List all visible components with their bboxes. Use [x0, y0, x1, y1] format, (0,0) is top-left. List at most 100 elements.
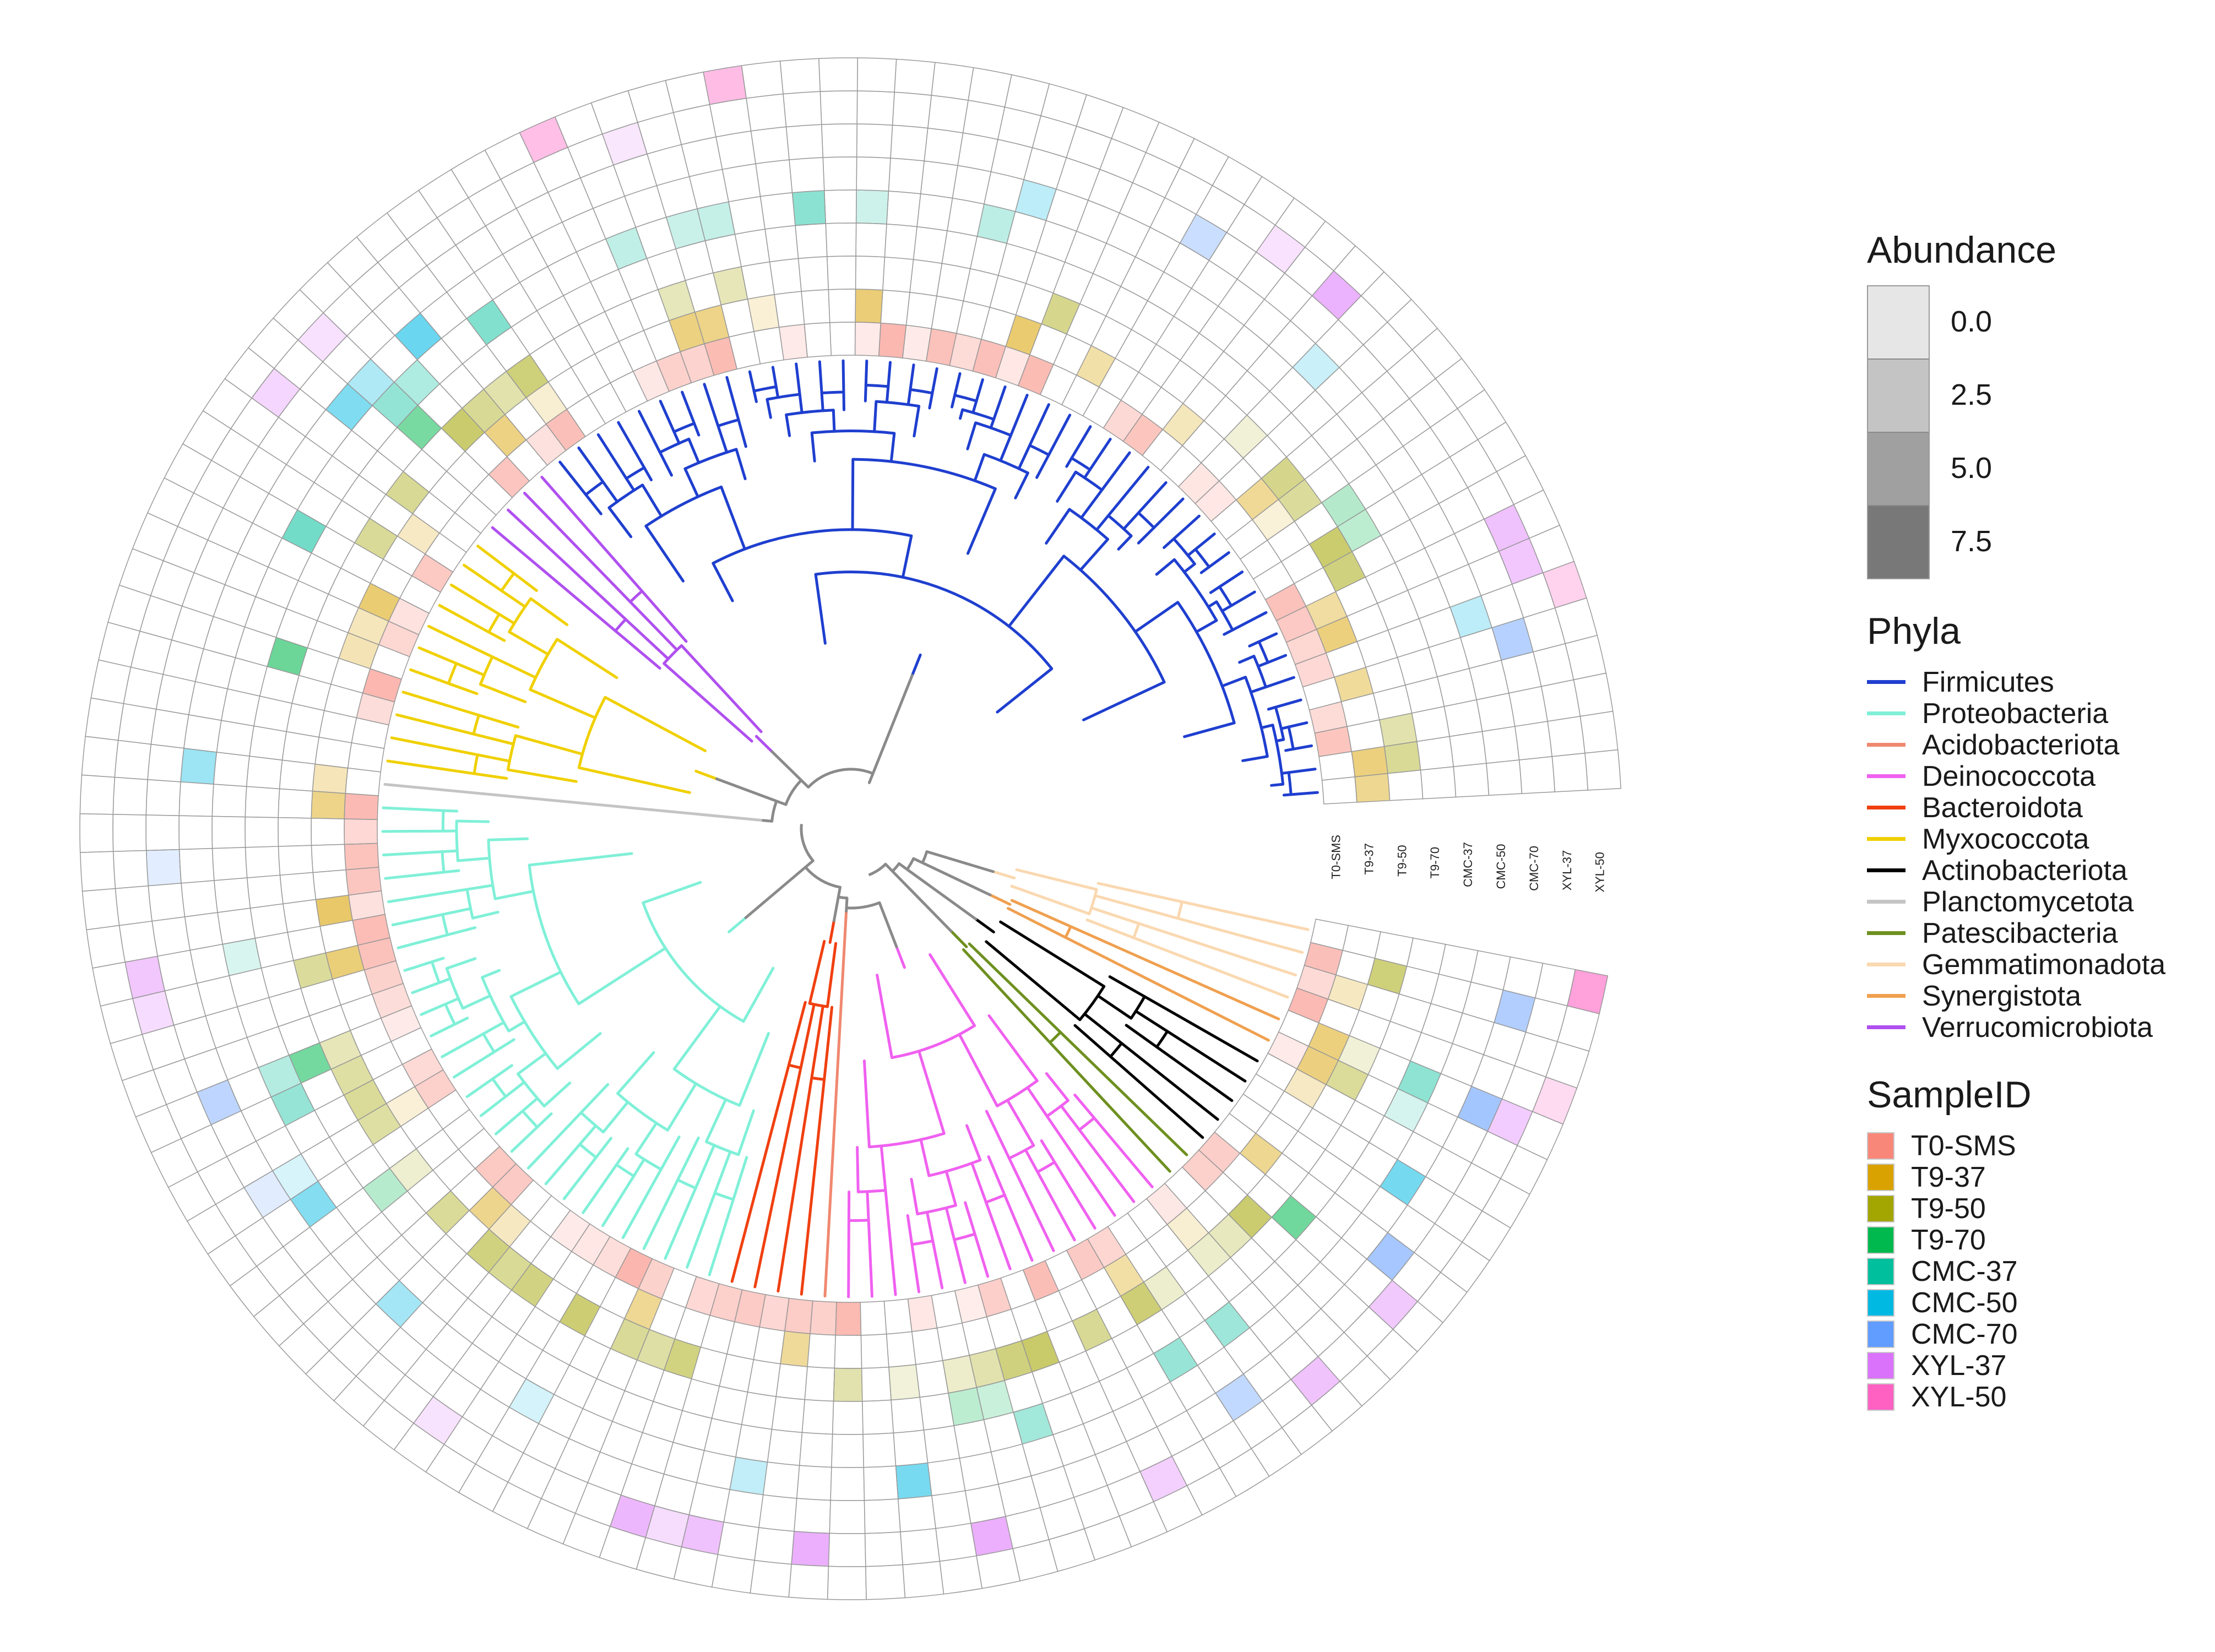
tree-branch	[453, 1017, 469, 1026]
heatmap-cell	[886, 191, 921, 227]
tree-branch	[1287, 768, 1317, 774]
tree-branch	[712, 562, 734, 602]
heatmap-cell	[796, 1465, 832, 1501]
tree-branch	[497, 612, 516, 625]
ring-label: CMC-70	[1527, 846, 1541, 891]
abundance-legend-title: Abundance	[1867, 229, 2057, 271]
heatmap-cell	[709, 97, 752, 138]
tree-branch	[506, 768, 578, 783]
tree-branch	[446, 926, 477, 937]
tree-branch	[500, 572, 515, 592]
tree-branch	[866, 383, 889, 388]
tree-branch	[441, 914, 449, 936]
tree-branch	[962, 408, 995, 421]
tree-branch	[1207, 600, 1218, 608]
tree-branch	[444, 997, 460, 1006]
tree-branch	[867, 1219, 873, 1298]
tree-branch	[1096, 882, 1183, 904]
tree-branch	[617, 421, 646, 469]
tree-branch	[465, 889, 474, 919]
tree-branch	[718, 418, 739, 427]
tree-branch	[456, 856, 491, 862]
heatmap-cell	[750, 126, 790, 165]
tree-branch	[810, 1004, 824, 1079]
tree-branch	[732, 1156, 748, 1201]
heatmap-cell	[345, 767, 382, 796]
tree-branch	[684, 448, 737, 470]
tree-branch	[1176, 901, 1183, 919]
tree-branch	[381, 829, 444, 833]
legend: Abundance 0.0 2.5 5.0 7.5 Phyla Firmicut…	[1867, 229, 2208, 1413]
tree-branch	[1220, 676, 1247, 688]
heatmap-cell	[150, 709, 189, 749]
tree-branch	[975, 421, 1012, 437]
tree-branch	[1218, 570, 1244, 589]
tree-branch	[491, 526, 617, 633]
tree-branch	[953, 1238, 967, 1284]
tree-branch	[752, 389, 758, 403]
heatmap-cell	[821, 123, 857, 158]
heatmap-cell	[783, 91, 822, 128]
tree-branch	[614, 618, 627, 632]
heatmap-cell	[795, 223, 828, 259]
heatmap-cell	[785, 124, 824, 160]
tree-branch	[1264, 676, 1295, 689]
tree-branch	[1291, 744, 1313, 751]
heatmap-cell	[758, 1494, 797, 1532]
abundance-scale-labels: 0.0 2.5 5.0 7.5	[1951, 285, 1992, 579]
tree-branch	[1056, 470, 1077, 503]
heatmap-cell	[715, 131, 756, 170]
tree-branch	[508, 597, 532, 633]
heatmap-cell	[886, 1331, 916, 1368]
tree-branch	[985, 1110, 1011, 1160]
heatmap-cell	[767, 1428, 803, 1466]
heatmap-cell	[799, 1432, 833, 1468]
tree-branch	[1073, 1094, 1096, 1120]
tree-branch	[1035, 453, 1050, 479]
tree-branch	[885, 385, 890, 404]
phylum-line-swatch	[1867, 931, 1905, 935]
tree-branch	[856, 1146, 860, 1193]
tree-branch	[1133, 601, 1180, 633]
phylum-legend-item: Actinobacteriota	[1867, 855, 2208, 887]
tree-branch	[643, 466, 653, 481]
heatmap-cell	[703, 65, 747, 105]
tree-branch	[562, 1156, 598, 1200]
heatmap-cell	[834, 1334, 862, 1369]
tree-branch	[1036, 1161, 1056, 1173]
tree-branch	[1137, 481, 1168, 514]
tree-branch	[784, 779, 802, 805]
tree-branch	[931, 1239, 944, 1290]
tree-branch	[818, 360, 823, 395]
heatmap-cell	[828, 289, 856, 323]
tree-branch	[487, 840, 497, 899]
heatmap-cell	[856, 123, 893, 159]
tree-branch	[1078, 1128, 1136, 1203]
tree-branch	[867, 673, 914, 784]
heatmap-cell	[854, 322, 882, 357]
tree-branch	[517, 1073, 546, 1107]
heatmap-cell	[888, 1364, 921, 1401]
phylum-legend-item: Myxococcota	[1867, 823, 2208, 855]
tree-branch	[693, 422, 701, 437]
phylum-legend-item: Firmicutes	[1867, 666, 2208, 698]
tree-branch	[1289, 791, 1319, 796]
tree-branch	[795, 362, 801, 396]
tree-branch	[966, 487, 997, 555]
heatmap-cell	[118, 920, 158, 963]
abundance-swatch	[1868, 433, 1929, 506]
phylum-label: Proteobacteria	[1922, 697, 2109, 730]
tree-branch	[767, 393, 800, 401]
heatmap-cell	[281, 731, 320, 765]
heatmap-cell	[957, 132, 998, 172]
heatmap-cell	[181, 880, 218, 917]
heatmap-cell	[312, 869, 349, 900]
tree-branch	[447, 662, 458, 684]
tree-branch	[862, 1059, 871, 1149]
tree-branch	[411, 981, 441, 995]
tree-branch	[1207, 551, 1230, 569]
tree-branch	[616, 1092, 669, 1132]
heatmap-cell	[145, 779, 181, 816]
tree-branch	[876, 400, 919, 408]
heatmap-cell	[968, 67, 1012, 108]
